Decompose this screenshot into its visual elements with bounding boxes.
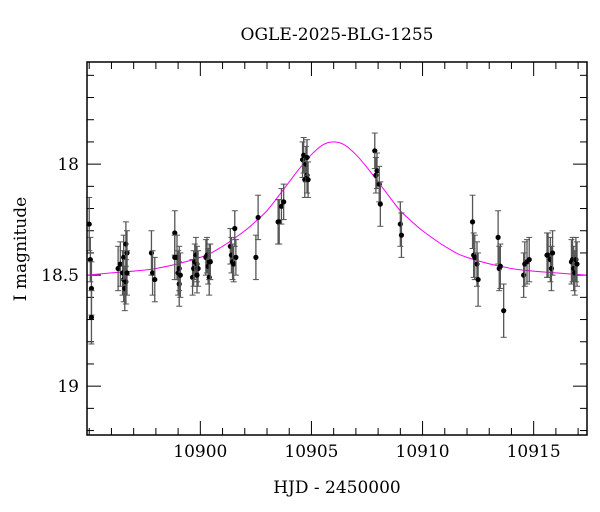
point-marker (149, 270, 156, 276)
point-marker (397, 221, 403, 227)
data-point (526, 236, 533, 283)
y-tick-label: 19 (57, 377, 79, 397)
point-marker (472, 254, 478, 260)
point-marker (88, 314, 95, 320)
point-marker (526, 257, 532, 263)
point-marker (172, 230, 178, 236)
x-tick-label: 10915 (507, 442, 561, 462)
point-marker (124, 270, 130, 276)
y-tick-label: 18 (57, 155, 79, 175)
point-marker (194, 272, 200, 278)
point-marker (573, 257, 579, 263)
point-marker (86, 221, 92, 227)
point-marker (152, 276, 158, 283)
x-tick-label: 10910 (396, 442, 450, 462)
point-marker (304, 154, 310, 161)
data-point (280, 183, 287, 221)
data-point (500, 283, 507, 338)
data-point (252, 234, 259, 281)
x-tick-label: 10905 (284, 442, 338, 462)
point-marker (497, 263, 503, 269)
data-point (278, 188, 285, 225)
point-marker (474, 261, 480, 267)
point-marker (305, 177, 311, 183)
data-point (497, 243, 504, 289)
point-marker (469, 219, 476, 225)
point-marker (87, 257, 93, 263)
data-point (475, 252, 482, 307)
data-point (305, 161, 312, 198)
point-marker (548, 265, 555, 272)
data-point (207, 243, 214, 281)
point-marker (253, 254, 259, 260)
point-marker (117, 261, 123, 267)
data-point (88, 290, 95, 345)
point-marker (398, 232, 405, 238)
point-marker (281, 199, 287, 205)
point-marker (373, 172, 379, 178)
data-point (230, 245, 237, 283)
data-point (115, 245, 122, 292)
data-point (549, 230, 556, 276)
tick-labels: 10900 10905 10910 10915 18 18.5 19 (41, 155, 561, 462)
model-curve (86, 141, 588, 276)
point-marker (207, 259, 213, 265)
point-marker (374, 168, 380, 174)
data-point (377, 181, 384, 227)
point-marker (377, 201, 383, 207)
point-marker (574, 261, 580, 267)
y-axis-label: I magnitude (11, 197, 31, 301)
data-point (124, 250, 130, 296)
data-point (177, 252, 184, 298)
data-point (255, 194, 262, 241)
point-marker (88, 285, 95, 292)
y-tick-label: 18.5 (41, 266, 79, 286)
axis-ticks (87, 62, 587, 435)
data-point (398, 212, 405, 258)
point-marker (255, 214, 261, 221)
point-marker (372, 148, 378, 154)
point-marker (177, 272, 183, 278)
data-point (87, 236, 94, 283)
point-marker (176, 265, 182, 272)
data-point (232, 239, 239, 276)
data-point (194, 256, 200, 294)
point-marker (495, 234, 501, 240)
x-tick-label: 10900 (173, 442, 227, 462)
point-marker (276, 219, 282, 225)
data-point (151, 256, 158, 303)
data-point (122, 221, 129, 267)
point-marker (115, 265, 121, 272)
data-point (304, 139, 310, 176)
point-marker (549, 250, 556, 256)
point-marker (278, 203, 285, 209)
data-points (86, 132, 580, 345)
point-marker (545, 252, 551, 258)
point-marker (233, 254, 239, 260)
point-marker (521, 272, 527, 278)
data-point (231, 210, 238, 247)
point-marker (231, 261, 237, 267)
data-point (574, 241, 580, 287)
data-point (495, 210, 502, 265)
point-marker (475, 276, 481, 283)
point-marker (195, 265, 201, 272)
point-marker (232, 225, 238, 232)
point-marker (501, 308, 507, 314)
chart-title: OGLE-2025-BLG-1255 (241, 25, 434, 45)
data-point (372, 156, 379, 194)
data-point (149, 250, 156, 296)
point-marker (121, 254, 127, 260)
x-axis-label: HJD - 2450000 (273, 478, 401, 498)
data-point (86, 196, 93, 252)
data-point (300, 136, 307, 174)
plot-frame (86, 61, 588, 436)
point-marker (123, 279, 129, 285)
point-marker (123, 241, 129, 247)
data-point (374, 152, 380, 190)
